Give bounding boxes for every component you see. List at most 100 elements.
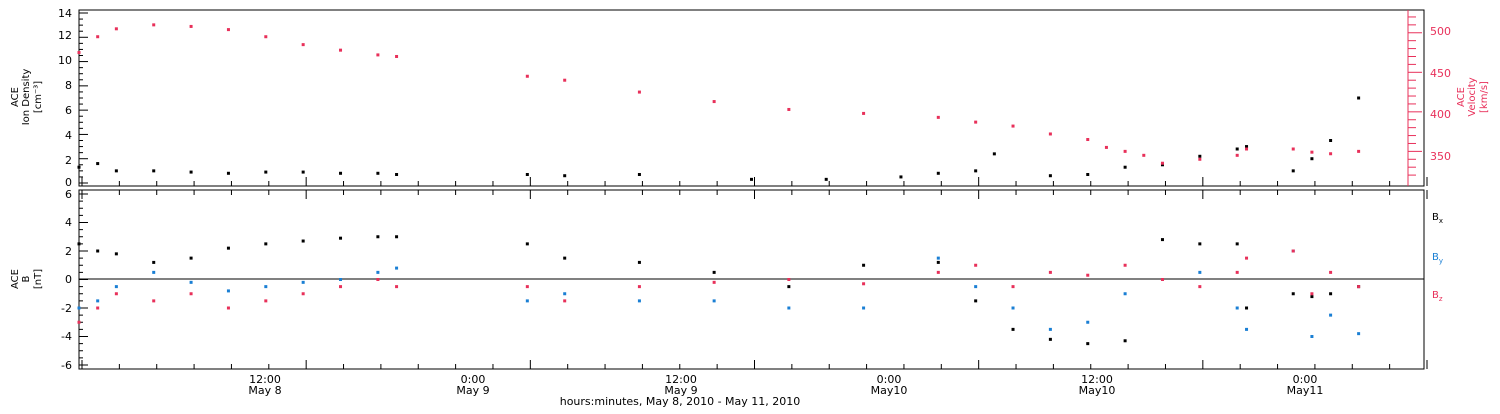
bx-point — [525, 242, 529, 246]
bz-point — [376, 278, 380, 281]
by-point — [1011, 306, 1015, 310]
bz-point — [1357, 285, 1361, 289]
velocity-tick-labels: 350 400 450 500 — [1430, 25, 1451, 163]
by-point — [1329, 313, 1333, 317]
by-point — [301, 280, 305, 284]
x-axis-title: hours:minutes, May 8, 2010 - May 11, 201… — [560, 395, 801, 408]
bz-point — [862, 282, 866, 286]
bz-point — [1086, 273, 1090, 277]
density-tick-labels: 0 2 4 6 8 10 12 14 — [58, 7, 72, 189]
by-point — [96, 299, 100, 303]
density-point — [563, 174, 567, 178]
density-point — [992, 152, 996, 156]
by-point — [936, 256, 940, 260]
field-tick-labels: -6 -4 -2 0 2 4 6 — [61, 188, 72, 372]
velocity-point — [1011, 124, 1015, 128]
bx-point — [1048, 337, 1052, 341]
bx-point — [77, 242, 81, 246]
bz-point — [226, 306, 230, 310]
bz-point — [152, 299, 156, 303]
by-point — [1198, 270, 1202, 274]
bz-point — [301, 292, 305, 296]
bx-point — [563, 256, 567, 260]
velocity-point — [77, 51, 81, 55]
by-point — [189, 280, 193, 284]
bx-point — [395, 235, 399, 239]
bx-point — [637, 260, 641, 264]
by-point — [563, 292, 567, 296]
by-point — [862, 306, 866, 310]
density-point — [1235, 147, 1239, 151]
velocity-point — [114, 27, 118, 31]
x-tick-date: May 9 — [664, 384, 697, 397]
velocity-point — [264, 35, 268, 39]
velocity-point — [637, 90, 641, 94]
x-tick-time: 0:00 — [877, 373, 902, 386]
density-tick-label: 10 — [58, 54, 72, 67]
velocity-title-line1: ACE — [1456, 87, 1467, 107]
density-point — [1329, 139, 1333, 142]
density-point — [974, 169, 978, 173]
density-title-line3: [cm⁻³] — [33, 81, 44, 113]
x-tick-time: 12:00 — [1081, 373, 1113, 386]
by-point — [525, 299, 529, 303]
bx-point — [936, 260, 940, 264]
velocity-point — [1048, 132, 1052, 136]
density-point — [96, 162, 100, 166]
density-axis-title: ACE Ion Density [cm⁻³] — [10, 69, 44, 126]
bz-point — [1329, 270, 1333, 274]
density-point — [301, 170, 305, 174]
bz-point — [264, 299, 268, 303]
x-tick-time: 0:00 — [1293, 373, 1318, 386]
field-title-line3: [nT] — [33, 269, 44, 289]
data-marks — [77, 23, 1361, 346]
bx-point — [301, 239, 305, 243]
velocity-point — [1291, 147, 1295, 151]
density-point — [1123, 165, 1127, 169]
bz-point — [1235, 270, 1239, 274]
legend-by: By — [1432, 252, 1443, 265]
bx-point — [1245, 306, 1249, 310]
bx-point — [189, 256, 193, 260]
field-tick-label: 2 — [65, 245, 72, 258]
bx-point — [114, 252, 118, 256]
bz-point — [563, 299, 567, 303]
bz-point — [525, 285, 529, 289]
x-tick-time: 0:00 — [461, 373, 486, 386]
legend-bx: Bx — [1432, 212, 1443, 225]
x-tick-date: May10 — [871, 384, 908, 397]
velocity-point — [301, 43, 305, 47]
bx-point — [1235, 242, 1239, 246]
velocity-point — [395, 54, 399, 58]
density-tick-label: 2 — [65, 154, 72, 167]
density-point — [1291, 169, 1295, 173]
bz-point — [1160, 278, 1164, 281]
field-tick-label: -2 — [61, 302, 72, 315]
bx-point — [152, 260, 156, 264]
by-point — [712, 299, 716, 303]
density-tick-label: 14 — [58, 7, 72, 20]
velocity-point — [226, 28, 230, 32]
by-point — [376, 270, 380, 274]
x-tick-time: 12:00 — [249, 373, 281, 386]
by-point — [1310, 335, 1314, 338]
bz-point — [1048, 270, 1052, 274]
bx-point — [96, 249, 100, 253]
field-legend: Bx By Bz — [1432, 212, 1443, 303]
field-axis-title: ACE B [nT] — [10, 269, 44, 289]
bx-point — [226, 246, 230, 250]
bz-point — [787, 278, 791, 281]
density-point — [525, 173, 529, 176]
density-point — [1245, 145, 1249, 149]
field-tick-label: -4 — [61, 330, 72, 343]
velocity-point — [712, 100, 716, 104]
by-point — [339, 278, 343, 281]
x-tick-date: May10 — [1079, 384, 1116, 397]
top-panel-frame — [78, 9, 1425, 187]
density-point — [77, 165, 81, 169]
velocity-point — [376, 53, 380, 57]
bx-point — [1310, 295, 1314, 299]
x-tick-time: 12:00 — [665, 373, 697, 386]
by-point — [152, 270, 156, 274]
density-point — [1160, 163, 1164, 167]
